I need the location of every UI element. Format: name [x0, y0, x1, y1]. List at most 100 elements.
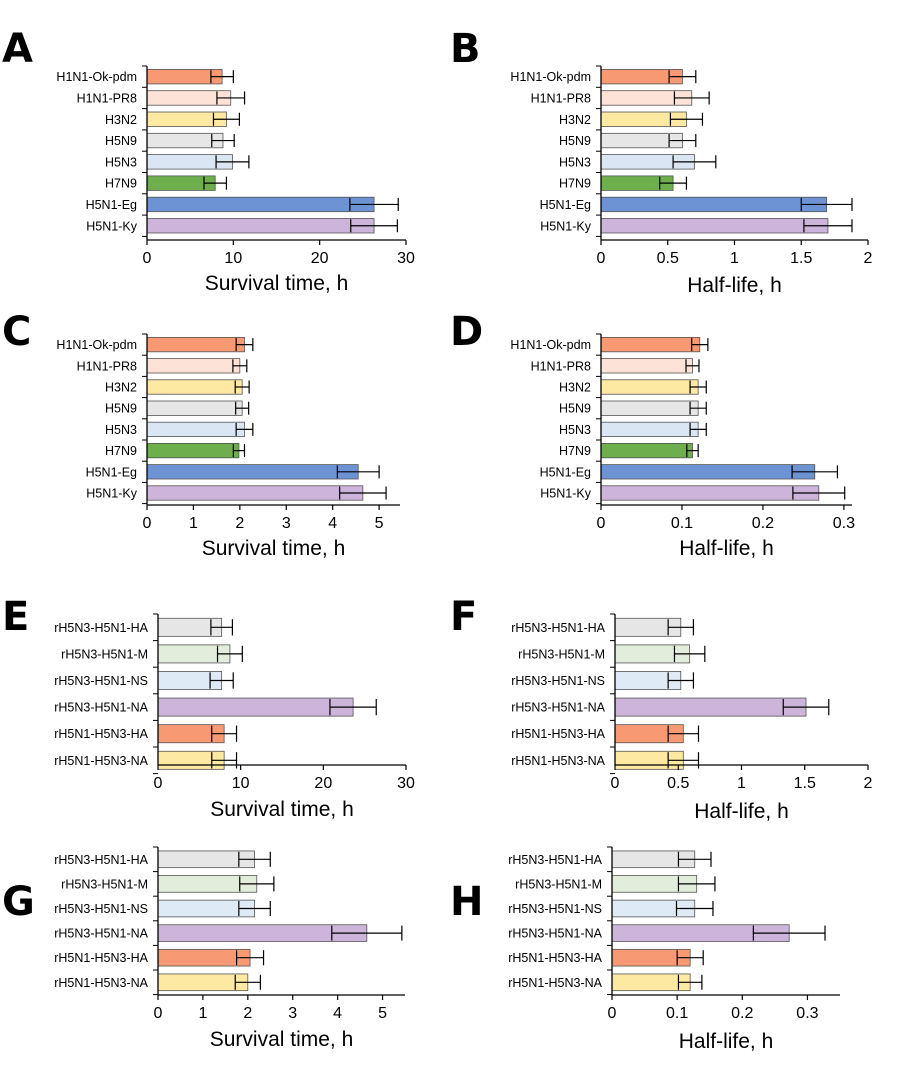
category-label: rH5N1-H5N3-HA — [508, 951, 602, 965]
x-tick-label: 4 — [333, 1005, 342, 1022]
x-axis-title: Survival time, h — [210, 798, 354, 821]
category-label: H7N9 — [559, 444, 591, 458]
category-label: H5N3 — [559, 423, 591, 437]
bar — [146, 464, 359, 480]
x-tick-label: 0 — [154, 775, 163, 792]
category-label: rH5N3-H5N1-NS — [511, 674, 605, 688]
category-label: H7N9 — [105, 444, 137, 458]
x-tick-label: 20 — [314, 775, 332, 792]
x-tick-label: 0.1 — [671, 515, 693, 532]
bar — [600, 485, 820, 501]
bar — [146, 196, 375, 213]
category-label: H5N1-Ky — [86, 487, 137, 501]
x-axis-title: Half-life, h — [679, 1030, 774, 1053]
category-label: H1N1-PR8 — [77, 91, 137, 105]
x-tick-label: 30 — [397, 775, 415, 792]
panel-letter: G — [2, 879, 35, 925]
x-tick-label: 1 — [737, 775, 746, 792]
category-label: rH5N3-H5N1-HA — [54, 853, 148, 867]
x-tick-label: 10 — [232, 775, 250, 792]
x-tick-label: 1 — [198, 1005, 207, 1022]
x-tick-label: 3 — [288, 1005, 297, 1022]
category-label: rH5N3-H5N1-M — [61, 647, 148, 661]
category-label: rH5N3-H5N1-HA — [54, 621, 148, 635]
panel-letter: H — [450, 879, 483, 925]
bar — [157, 697, 354, 717]
x-axis-title: Survival time, h — [202, 537, 346, 560]
category-label: rH5N1-H5N3-NA — [54, 976, 148, 990]
x-tick-label: 0 — [608, 1005, 617, 1022]
panel-letter: B — [450, 26, 481, 72]
x-tick-label: 0.3 — [833, 515, 855, 532]
x-tick-label: 0.2 — [752, 515, 774, 532]
category-label: H1N1-PR8 — [531, 91, 591, 105]
category-label: H7N9 — [105, 177, 137, 191]
bar — [600, 336, 701, 353]
category-label: H5N1-Ky — [540, 487, 591, 501]
category-label: H1N1-Ok-pdm — [56, 338, 137, 352]
x-tick-label: 0 — [611, 775, 620, 792]
category-label: rH5N1-H5N3-HA — [54, 951, 148, 965]
x-tick-label: 0.3 — [796, 1005, 818, 1022]
x-tick-label: 0 — [154, 1005, 163, 1022]
panel-letter: D — [450, 309, 483, 355]
bar — [146, 485, 364, 501]
category-label: H3N2 — [105, 381, 137, 395]
x-tick-label: 0 — [143, 515, 152, 532]
category-label: rH5N3-H5N1-HA — [508, 853, 602, 867]
category-label: H5N1-Eg — [86, 465, 137, 479]
bar — [600, 400, 699, 416]
x-tick-label: 2 — [864, 250, 873, 267]
bar — [146, 336, 245, 353]
x-tick-label: 5 — [378, 1005, 387, 1022]
x-axis-title: Half-life, h — [679, 537, 774, 560]
category-label: rH5N3-H5N1-NA — [54, 927, 148, 941]
x-tick-label: 0 — [597, 515, 606, 532]
category-label: rH5N3-H5N1-M — [61, 877, 148, 891]
panel-letter: C — [2, 309, 31, 355]
category-label: H5N3 — [105, 423, 137, 437]
x-axis-title: Survival time, h — [210, 1028, 354, 1051]
bar — [146, 218, 375, 234]
bar — [600, 442, 693, 459]
panel-A: A H1N1-Ok-pdm H1N1-PR8 H3N2 H5N9 H5N3 H7N9 H5N1… — [2, 26, 415, 295]
x-tick-label: 3 — [282, 515, 291, 532]
category-label: rH5N3-H5N1-NS — [54, 902, 148, 916]
category-label: H5N9 — [105, 134, 137, 148]
bar — [614, 697, 807, 717]
category-label: H5N1-Eg — [540, 198, 591, 212]
x-axis-title: Survival time, h — [205, 272, 349, 295]
x-tick-label: 2 — [864, 775, 873, 792]
x-axis-title: Half-life, h — [694, 800, 789, 823]
x-tick-label: 0 — [597, 250, 606, 267]
x-axis-title: Half-life, h — [687, 274, 782, 297]
category-label: H1N1-Ok-pdm — [510, 70, 591, 84]
category-label: H5N1-Ky — [86, 219, 137, 233]
x-tick-label: 4 — [328, 515, 337, 532]
category-label: H3N2 — [559, 113, 591, 127]
category-label: rH5N3-H5N1-NA — [511, 701, 605, 715]
bar — [600, 421, 699, 438]
x-tick-label: 0 — [143, 250, 152, 267]
category-label: rH5N3-H5N1-NA — [508, 927, 602, 941]
category-label: H5N3 — [559, 155, 591, 169]
category-label: rH5N1-H5N3-HA — [54, 727, 148, 741]
bar — [157, 973, 249, 992]
category-label: rH5N3-H5N1-M — [518, 647, 605, 661]
category-label: rH5N3-H5N1-NS — [54, 674, 148, 688]
category-label: H3N2 — [559, 381, 591, 395]
x-tick-label: 0.5 — [667, 775, 689, 792]
category-label: H5N9 — [559, 134, 591, 148]
category-label: rH5N3-H5N1-M — [515, 877, 602, 891]
bar — [600, 358, 693, 374]
x-tick-label: 1 — [730, 250, 739, 267]
panel-letter: F — [450, 594, 477, 640]
panel-C: C H1N1-Ok-pdm H1N1-PR8 H3N2 H5N9 H5N3 H7N9 H5N1… — [2, 309, 400, 560]
category-label: H5N9 — [105, 402, 137, 416]
category-label: H5N1-Ky — [540, 219, 591, 233]
bar — [146, 400, 243, 416]
x-tick-label: 0.1 — [666, 1005, 688, 1022]
x-tick-label: 1.5 — [794, 775, 816, 792]
